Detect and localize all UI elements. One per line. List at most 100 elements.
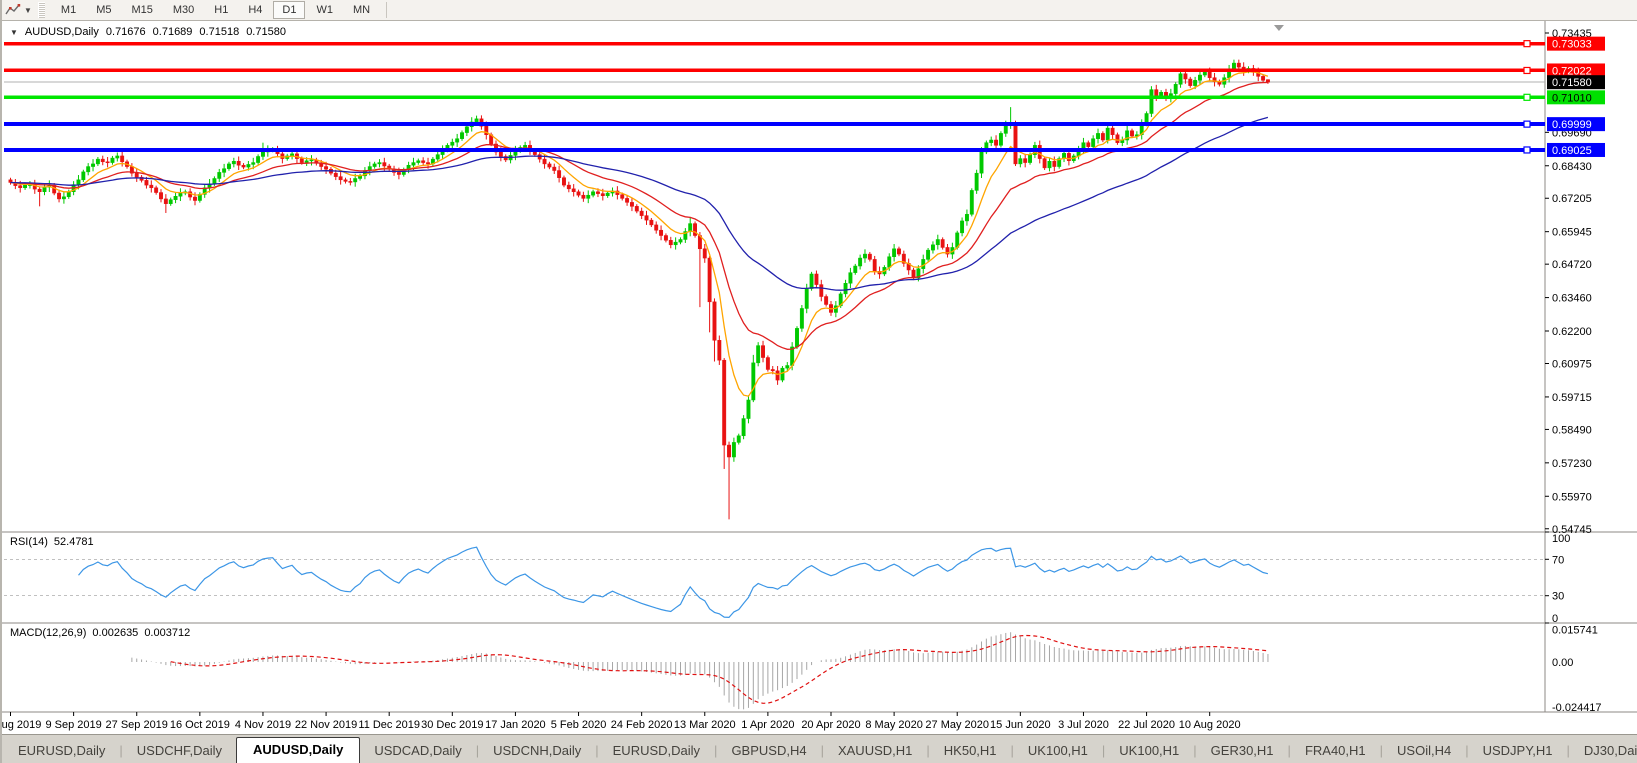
price-tick: 0.64720 xyxy=(1552,259,1592,271)
price-badge-value: 0.73033 xyxy=(1552,39,1592,51)
rsi-name: RSI(14) xyxy=(10,536,48,548)
rsi-label: RSI(14) 52.4781 xyxy=(10,536,94,548)
tab-fra40-h1[interactable]: FRA40,H1 xyxy=(1304,743,1366,758)
tab-separator: | xyxy=(1101,743,1106,758)
price-badge xyxy=(1547,75,1605,90)
symbol-dropdown-icon[interactable]: ▼ xyxy=(10,27,18,37)
candles xyxy=(8,59,1270,520)
timeframe-button-mn[interactable]: MN xyxy=(352,4,371,16)
timeframe-button-h1[interactable]: H1 xyxy=(214,4,229,16)
tab-eurusd-daily[interactable]: EURUSD,Daily xyxy=(612,743,701,758)
price-tick: 0.55970 xyxy=(1552,491,1592,503)
macd-name: MACD(12,26,9) xyxy=(10,627,87,639)
tab-ger30-h1[interactable]: GER30,H1 xyxy=(1210,743,1274,758)
date-label: 27 May 2020 xyxy=(925,719,989,731)
date-label: 15 Jun 2020 xyxy=(990,719,1051,731)
tab-separator: | xyxy=(1287,743,1291,758)
symbol-label: AUDUSD,Daily xyxy=(24,26,99,38)
date-label: 11 Dec 2019 xyxy=(358,719,420,731)
axes: 0.734350.696900.684300.672050.659450.647… xyxy=(2,28,1605,731)
price-badge-value: 0.69999 xyxy=(1552,119,1592,131)
tab-usdcnh-daily[interactable]: USDCNH,Daily xyxy=(493,743,582,758)
price-badge-value: 0.71010 xyxy=(1552,92,1592,104)
chart-title: ▼ AUDUSD,Daily 0.71676 0.71689 0.71518 0… xyxy=(10,26,286,38)
price-tick: 0.62200 xyxy=(1552,326,1592,338)
price-badge xyxy=(1547,36,1605,51)
date-label: 4 Nov 2019 xyxy=(235,719,291,731)
rsi-tick: 30 xyxy=(1552,591,1564,603)
tab-usdchf-daily[interactable]: USDCHF,Daily xyxy=(136,743,223,758)
timeframe-button-m15[interactable]: M15 xyxy=(131,4,153,16)
price-badge xyxy=(1547,63,1605,78)
price-tick: 0.60975 xyxy=(1552,359,1592,371)
timeframe-button-h4[interactable]: H4 xyxy=(248,4,263,16)
tab-separator: | xyxy=(714,743,718,758)
macd-pane xyxy=(131,632,1269,710)
date-label: 3 Jul 2020 xyxy=(1058,719,1109,731)
rsi-pane xyxy=(4,546,1545,619)
ma-8-line xyxy=(10,71,1269,397)
timeframe-button-m5[interactable]: M5 xyxy=(96,4,112,16)
tab-usdjpy-h1[interactable]: USDJPY,H1 xyxy=(1482,743,1553,758)
chart-area: 0.73435 0.69690 0.68430 0.67205 0.65945 0.647… xyxy=(2,21,1637,734)
price-badge-value: 0.72022 xyxy=(1552,65,1592,77)
tab-usoil-h4[interactable]: USOil,H4 xyxy=(1397,743,1452,758)
ma-55-line xyxy=(10,116,1269,291)
tab-uk100-h1[interactable]: UK100,H1 xyxy=(1119,743,1180,758)
tab-separator: | xyxy=(1010,743,1014,758)
macd-signal-value: 0.003712 xyxy=(144,627,191,639)
price-badge-value: 0.71580 xyxy=(1552,77,1592,89)
macd-tick: -0.024417 xyxy=(1552,702,1602,714)
ma-21-line xyxy=(10,81,1268,350)
rsi-value: 52.4781 xyxy=(53,536,94,548)
date-label: 8 May 2020 xyxy=(865,719,922,731)
date-label: 22 Jul 2020 xyxy=(1118,719,1175,731)
tab-separator: | xyxy=(1379,743,1384,758)
macd-tick: 0.015741 xyxy=(1552,625,1598,637)
tab-separator: | xyxy=(926,743,930,758)
price-badge xyxy=(1547,142,1605,157)
tab-hk50-h1[interactable]: HK50,H1 xyxy=(943,743,997,758)
tab-separator: | xyxy=(1566,743,1570,758)
date-label: 1 Apr 2020 xyxy=(741,719,794,731)
tab-usdcad-daily[interactable]: USDCAD,Daily xyxy=(374,743,462,758)
price-tick: 0.58490 xyxy=(1552,424,1592,436)
rsi-tick: 100 xyxy=(1552,533,1570,545)
rsi-tick: 0 xyxy=(1552,613,1558,625)
price-tick: 0.63460 xyxy=(1552,293,1592,305)
tab-bar: EURUSD,Daily | USDCHF,Daily AUDUSD,Daily USD… xyxy=(2,734,1637,763)
timeframe-button-m1[interactable]: M1 xyxy=(60,4,77,16)
price-tick: 0.65945 xyxy=(1552,227,1592,239)
tab-xauusd-h1[interactable]: XAUUSD,H1 xyxy=(837,743,913,758)
price-badge-value: 0.69025 xyxy=(1552,145,1592,157)
rsi-line xyxy=(78,546,1269,619)
tab-gbpusd-h4[interactable]: GBPUSD,H4 xyxy=(731,743,807,758)
toolbar-dropdown-icon[interactable]: ▼ xyxy=(24,5,32,15)
tab-separator: | xyxy=(1193,743,1197,758)
macd-signal-line xyxy=(170,634,1268,704)
indicator-line-icon[interactable] xyxy=(2,1,24,19)
price-chart[interactable]: 0.734350.696900.684300.672050.659450.647… xyxy=(2,21,1637,734)
date-label: 27 Sep 2019 xyxy=(106,719,168,731)
tab-audusd-daily[interactable]: AUDUSD,Daily xyxy=(236,737,361,763)
tab-eurusd-daily[interactable]: EURUSD,Daily xyxy=(18,743,106,758)
macd-label: MACD(12,26,9) 0.002635 0.003712 xyxy=(10,627,190,639)
rsi-tick: 70 xyxy=(1552,554,1564,566)
tab-separator: | xyxy=(595,743,599,758)
main-pane xyxy=(4,25,1545,520)
tab-separator: | xyxy=(820,743,824,758)
timeframe-button-m30[interactable]: M30 xyxy=(172,4,195,16)
price-tick: 0.68430 xyxy=(1552,161,1592,173)
timeframe-button-d1[interactable]: D1 xyxy=(273,1,306,19)
timeframe-button-w1[interactable]: W1 xyxy=(316,4,333,16)
tab-dj30-daily[interactable]: DJ30,Daily xyxy=(1583,743,1637,758)
toolbar-separator xyxy=(386,2,388,18)
tab-uk100-h1[interactable]: UK100,H1 xyxy=(1027,743,1088,758)
price-badge xyxy=(1547,90,1605,105)
date-label: 10 Aug 2020 xyxy=(1179,719,1241,731)
autoscroll-marker-icon xyxy=(1273,25,1284,31)
date-label: 5 Feb 2020 xyxy=(551,719,607,731)
price-badge xyxy=(1547,117,1605,132)
toolbar-grip[interactable] xyxy=(37,2,45,18)
